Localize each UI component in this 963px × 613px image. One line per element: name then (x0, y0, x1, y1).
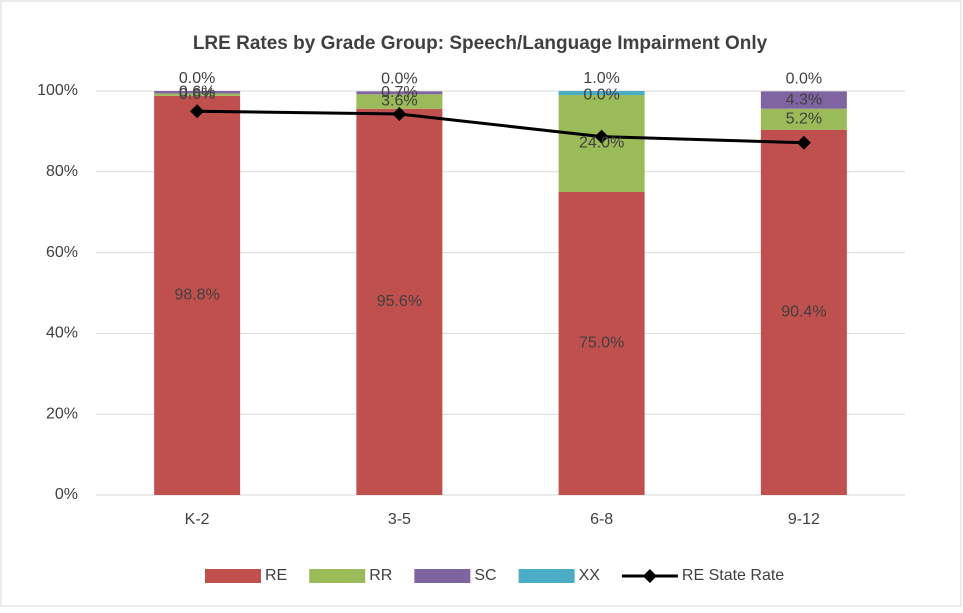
y-tick-label: 40% (46, 325, 78, 342)
data-label: 0.0% (179, 70, 215, 87)
x-tick-label: 3-5 (388, 511, 411, 528)
legend-label: RE (265, 567, 287, 584)
data-label: 98.8% (174, 287, 219, 304)
x-tick-label: 9-12 (788, 511, 820, 528)
data-label: 75.0% (579, 335, 624, 352)
y-tick-label: 80% (46, 163, 78, 180)
bar-segment (558, 192, 645, 495)
bar-segment (760, 129, 847, 495)
y-tick-label: 60% (46, 244, 78, 261)
bar-segment (154, 91, 241, 94)
line (197, 109, 804, 145)
bar-segment (760, 91, 847, 109)
line-marker (796, 135, 811, 150)
data-label: 0.0% (583, 86, 619, 103)
bar-segment (558, 91, 645, 96)
data-label: 0.7% (381, 84, 417, 101)
legend-swatch (642, 569, 657, 583)
line-marker (594, 129, 609, 144)
data-label: 24.0% (579, 135, 624, 152)
data-label: 4.3% (786, 91, 822, 108)
bar-segment (154, 95, 241, 496)
bar-segment (760, 108, 847, 130)
line-marker (190, 104, 205, 119)
legend-swatch (518, 569, 575, 583)
data-label: 0.0% (786, 71, 822, 88)
legend-swatch (414, 569, 471, 583)
legend-label: XX (579, 567, 601, 584)
y-tick-label: 20% (46, 405, 78, 422)
y-tick-label: 100% (37, 82, 78, 99)
bar-segment (356, 108, 443, 495)
x-tick-label: K-2 (185, 511, 210, 528)
data-label: 1.0% (583, 70, 619, 87)
bar-segment (356, 91, 443, 95)
data-label: 95.6% (377, 293, 422, 310)
chart-title: LRE Rates by Grade Group: Speech/Languag… (193, 33, 768, 54)
y-tick-label: 0% (55, 486, 78, 503)
legend-label: RE State Rate (682, 567, 784, 584)
legend-label: SC (474, 567, 496, 584)
legend-label: RR (369, 567, 392, 584)
bar-segment (154, 93, 241, 96)
legend-swatch (205, 569, 261, 583)
line-marker (392, 107, 407, 122)
data-label: 3.6% (381, 93, 417, 110)
data-label: 0.6% (179, 86, 215, 103)
data-label: 5.2% (786, 110, 822, 127)
data-label: 0.6% (179, 83, 215, 100)
data-label: 90.4% (781, 304, 826, 321)
legend-swatch (309, 569, 366, 583)
x-tick-label: 6-8 (590, 511, 613, 528)
data-label: 0.0% (381, 71, 417, 88)
bar-segment (356, 94, 443, 109)
